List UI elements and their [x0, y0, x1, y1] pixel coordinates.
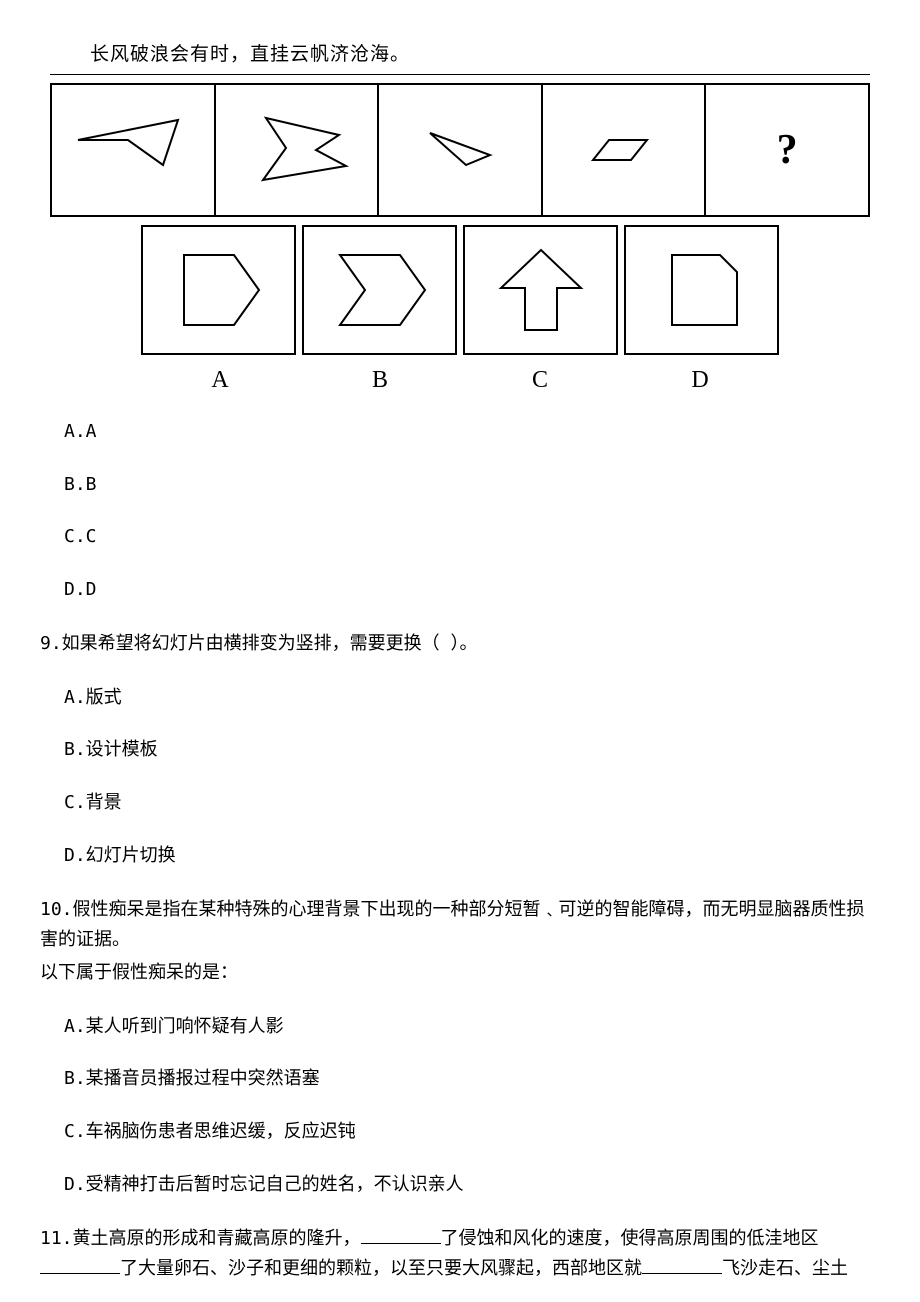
q11-stem: 11.黄土高原的形成和青藏高原的隆升， 了侵蚀和风化的速度，使得高原周围的低洼地区… [40, 1224, 880, 1285]
q11-part4: 飞沙走石、尘土 [722, 1258, 848, 1279]
opt-shape-a [159, 240, 279, 340]
header-divider [50, 74, 870, 75]
opt-cell-d [624, 225, 779, 355]
q10-option-b: B.某播音员播报过程中突然语塞 [64, 1065, 880, 1094]
sequence-figure-row: ? [50, 83, 870, 217]
label-b: B [300, 361, 460, 399]
question-mark-icon: ? [777, 117, 798, 184]
header-quote: 长风破浪会有时，直挂云帆济沧海。 [90, 40, 880, 70]
opt-shape-b [320, 240, 440, 340]
q10-stem-1: 10.假性痴呆是指在某种特殊的心理背景下出现的一种部分短暂﹑可逆的智能障碍，而无… [40, 895, 880, 956]
q11-part3: 了大量卵石、沙子和更细的颗粒，以至只要大风骤起，西部地区就 [120, 1258, 642, 1279]
q8-option-c: C.C [64, 523, 880, 552]
opt-shape-c [481, 240, 601, 340]
q8-option-a: A.A [64, 418, 880, 447]
label-c: C [460, 361, 620, 399]
q10-stem-2: 以下属于假性痴呆的是： [40, 958, 880, 989]
q9-option-d: D.幻灯片切换 [64, 842, 880, 871]
seq-shape-1 [68, 105, 198, 195]
opt-cell-c [463, 225, 618, 355]
seq-shape-3 [400, 105, 520, 195]
options-figure-row [140, 225, 780, 355]
q9-option-a: A.版式 [64, 684, 880, 713]
q9-option-c: C.背景 [64, 789, 880, 818]
label-a: A [140, 361, 300, 399]
q8-option-b: B.B [64, 471, 880, 500]
opt-shape-d [642, 240, 762, 340]
label-d: D [620, 361, 780, 399]
q9-option-b: B.设计模板 [64, 736, 880, 765]
seq-cell-1 [52, 85, 216, 215]
seq-shape-2 [231, 100, 361, 200]
option-label-row: A B C D [140, 361, 780, 399]
seq-cell-2 [216, 85, 380, 215]
seq-cell-5: ? [706, 85, 868, 215]
q11-part1: 11.黄土高原的形成和青藏高原的隆升， [40, 1228, 361, 1249]
opt-cell-a [141, 225, 296, 355]
q9-stem: 9.如果希望将幻灯片由横排变为竖排，需要更换（ ）。 [40, 629, 880, 660]
seq-cell-4 [543, 85, 707, 215]
opt-cell-b [302, 225, 457, 355]
q10-option-a: A.某人听到门响怀疑有人影 [64, 1013, 880, 1042]
blank-2 [40, 1255, 120, 1275]
q10-option-d: D.受精神打击后暂时忘记自己的姓名，不认识亲人 [64, 1171, 880, 1200]
q11-part2: 了侵蚀和风化的速度，使得高原周围的低洼地区 [441, 1228, 819, 1249]
seq-shape-4 [569, 110, 679, 190]
q10-option-c: C.车祸脑伤患者思维迟缓，反应迟钝 [64, 1118, 880, 1147]
q8-option-d: D.D [64, 576, 880, 605]
seq-cell-3 [379, 85, 543, 215]
blank-1 [361, 1224, 441, 1244]
blank-3 [642, 1255, 722, 1275]
